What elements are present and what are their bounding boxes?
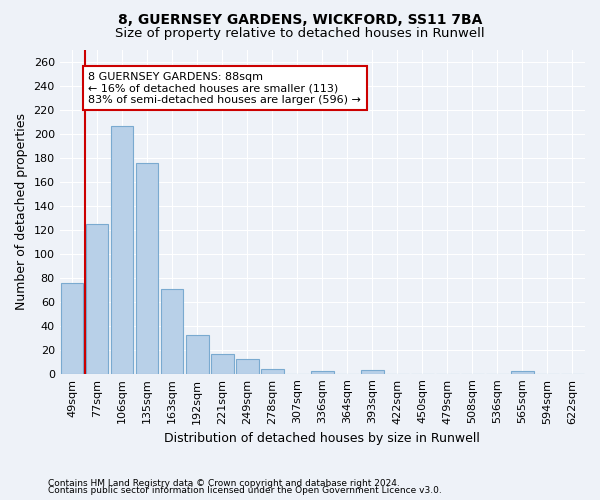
Bar xyxy=(236,360,259,374)
Text: 8, GUERNSEY GARDENS, WICKFORD, SS11 7BA: 8, GUERNSEY GARDENS, WICKFORD, SS11 7BA xyxy=(118,12,482,26)
Text: Contains HM Land Registry data © Crown copyright and database right 2024.: Contains HM Land Registry data © Crown c… xyxy=(48,478,400,488)
X-axis label: Distribution of detached houses by size in Runwell: Distribution of detached houses by size … xyxy=(164,432,480,445)
Bar xyxy=(261,369,284,374)
Text: Contains public sector information licensed under the Open Government Licence v3: Contains public sector information licen… xyxy=(48,486,442,495)
Bar xyxy=(511,372,534,374)
Bar xyxy=(111,126,133,374)
Bar xyxy=(211,354,233,374)
Bar xyxy=(311,372,334,374)
Bar xyxy=(186,336,209,374)
Text: 8 GUERNSEY GARDENS: 88sqm
← 16% of detached houses are smaller (113)
83% of semi: 8 GUERNSEY GARDENS: 88sqm ← 16% of detac… xyxy=(88,72,361,105)
Y-axis label: Number of detached properties: Number of detached properties xyxy=(15,114,28,310)
Text: Size of property relative to detached houses in Runwell: Size of property relative to detached ho… xyxy=(115,28,485,40)
Bar xyxy=(61,282,83,374)
Bar xyxy=(86,224,109,374)
Bar xyxy=(161,288,184,374)
Bar xyxy=(136,162,158,374)
Bar xyxy=(361,370,383,374)
